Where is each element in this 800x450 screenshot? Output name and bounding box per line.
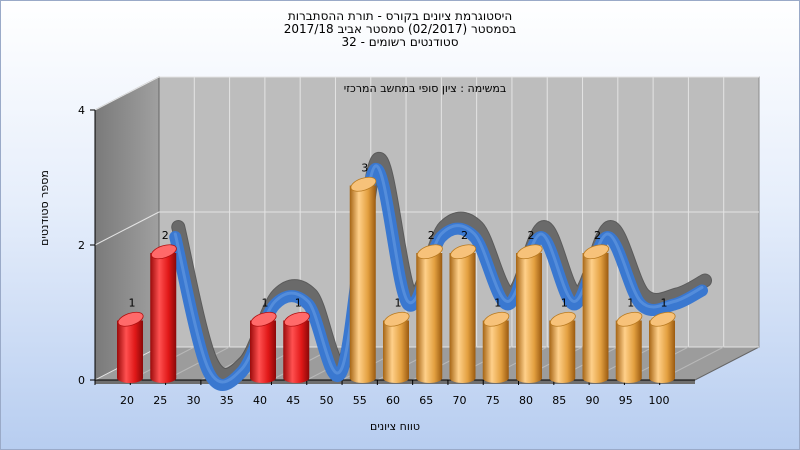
bar-top xyxy=(516,244,543,260)
x-tick-label: 80 xyxy=(519,394,533,407)
bar-body xyxy=(150,253,177,383)
bar xyxy=(615,311,643,383)
bar-top xyxy=(416,244,443,260)
data-label: 1 xyxy=(129,297,136,310)
data-label: 2 xyxy=(594,229,601,242)
bar-top xyxy=(117,311,144,327)
bar-top xyxy=(549,311,576,327)
bar-body xyxy=(250,320,276,383)
data-label: 1 xyxy=(494,297,501,310)
bar-body xyxy=(482,320,509,383)
data-label: 2 xyxy=(428,229,435,242)
bar xyxy=(582,244,610,383)
bar xyxy=(482,311,510,383)
bar-top xyxy=(450,244,477,260)
bar-body xyxy=(349,185,376,383)
bar xyxy=(449,244,477,383)
bar xyxy=(649,311,676,383)
data-label: 1 xyxy=(395,297,402,310)
data-label: 3 xyxy=(361,162,368,175)
bar-top xyxy=(616,311,643,327)
x-tick-label: 50 xyxy=(320,394,334,407)
bar-top xyxy=(583,244,610,260)
y-axis-title: מספר סטודנטים xyxy=(38,170,51,246)
data-label: 1 xyxy=(627,297,634,310)
bar-body xyxy=(549,320,576,383)
bar xyxy=(383,311,410,383)
chart-subtitle: במשימה : ציון סופי במחשב המרכזי xyxy=(344,82,507,95)
y-tick-label: 0 xyxy=(78,374,85,387)
bar-body xyxy=(416,253,443,383)
bar-top xyxy=(283,311,310,327)
x-tick-label: 45 xyxy=(286,394,300,407)
title-line-2: בסמסטר (02/2017) סמסטר אביב 2017/18 xyxy=(283,22,517,36)
x-axis-title: טווח ציונים xyxy=(370,420,420,433)
bar xyxy=(283,311,310,383)
bar-body xyxy=(117,320,143,383)
x-tick-label: 30 xyxy=(187,394,201,407)
data-label: 1 xyxy=(295,297,302,310)
x-tick-label: 65 xyxy=(419,394,433,407)
bar-top xyxy=(649,311,676,327)
bar xyxy=(150,244,177,383)
bar-body xyxy=(582,253,609,383)
x-tick-label: 55 xyxy=(353,394,367,407)
data-label: 2 xyxy=(162,229,169,242)
chart-title: היסטוגרמת ציונים בקורס - תורת ההסתברות ב… xyxy=(0,10,800,49)
data-label: 2 xyxy=(528,229,535,242)
data-label: 1 xyxy=(661,297,668,310)
y-tick-label: 2 xyxy=(78,239,85,252)
x-tick-label: 35 xyxy=(220,394,234,407)
grid-line-wall xyxy=(94,76,160,111)
bar-body xyxy=(649,320,675,383)
data-label: 1 xyxy=(561,297,568,310)
bar-top xyxy=(483,311,510,327)
bar-body xyxy=(615,320,642,383)
x-tick-label: 85 xyxy=(552,394,566,407)
x-tick-label: 60 xyxy=(386,394,400,407)
bar-body xyxy=(283,320,310,383)
data-label: 2 xyxy=(461,229,468,242)
bar xyxy=(117,311,144,383)
x-tick-label: 20 xyxy=(120,394,134,407)
bar xyxy=(250,311,277,383)
title-line-1: היסטוגרמת ציונים בקורס - תורת ההסתברות xyxy=(287,9,513,23)
x-tick-label: 75 xyxy=(486,394,500,407)
bar-body xyxy=(449,253,476,383)
y-tick-label: 4 xyxy=(78,104,85,117)
bar-top xyxy=(250,311,277,327)
floor-grid-line xyxy=(165,346,230,381)
bar-top xyxy=(150,244,177,260)
x-tick-label: 90 xyxy=(586,394,600,407)
grid-line-wall xyxy=(94,211,160,246)
x-tick-label: 25 xyxy=(153,394,167,407)
x-tick-label: 40 xyxy=(253,394,267,407)
bar-body xyxy=(383,320,409,383)
title-line-3: סטודנטים רשומים - 32 xyxy=(341,35,459,49)
bar-body xyxy=(516,253,542,383)
bar xyxy=(549,311,576,383)
bar xyxy=(416,244,443,383)
x-tick-label: 100 xyxy=(649,394,670,407)
bar xyxy=(516,244,543,383)
bar-top xyxy=(383,311,410,327)
bar-top xyxy=(350,176,377,192)
data-label: 1 xyxy=(262,297,269,310)
bar xyxy=(349,176,377,383)
x-tick-label: 95 xyxy=(619,394,633,407)
x-tick-label: 70 xyxy=(453,394,467,407)
